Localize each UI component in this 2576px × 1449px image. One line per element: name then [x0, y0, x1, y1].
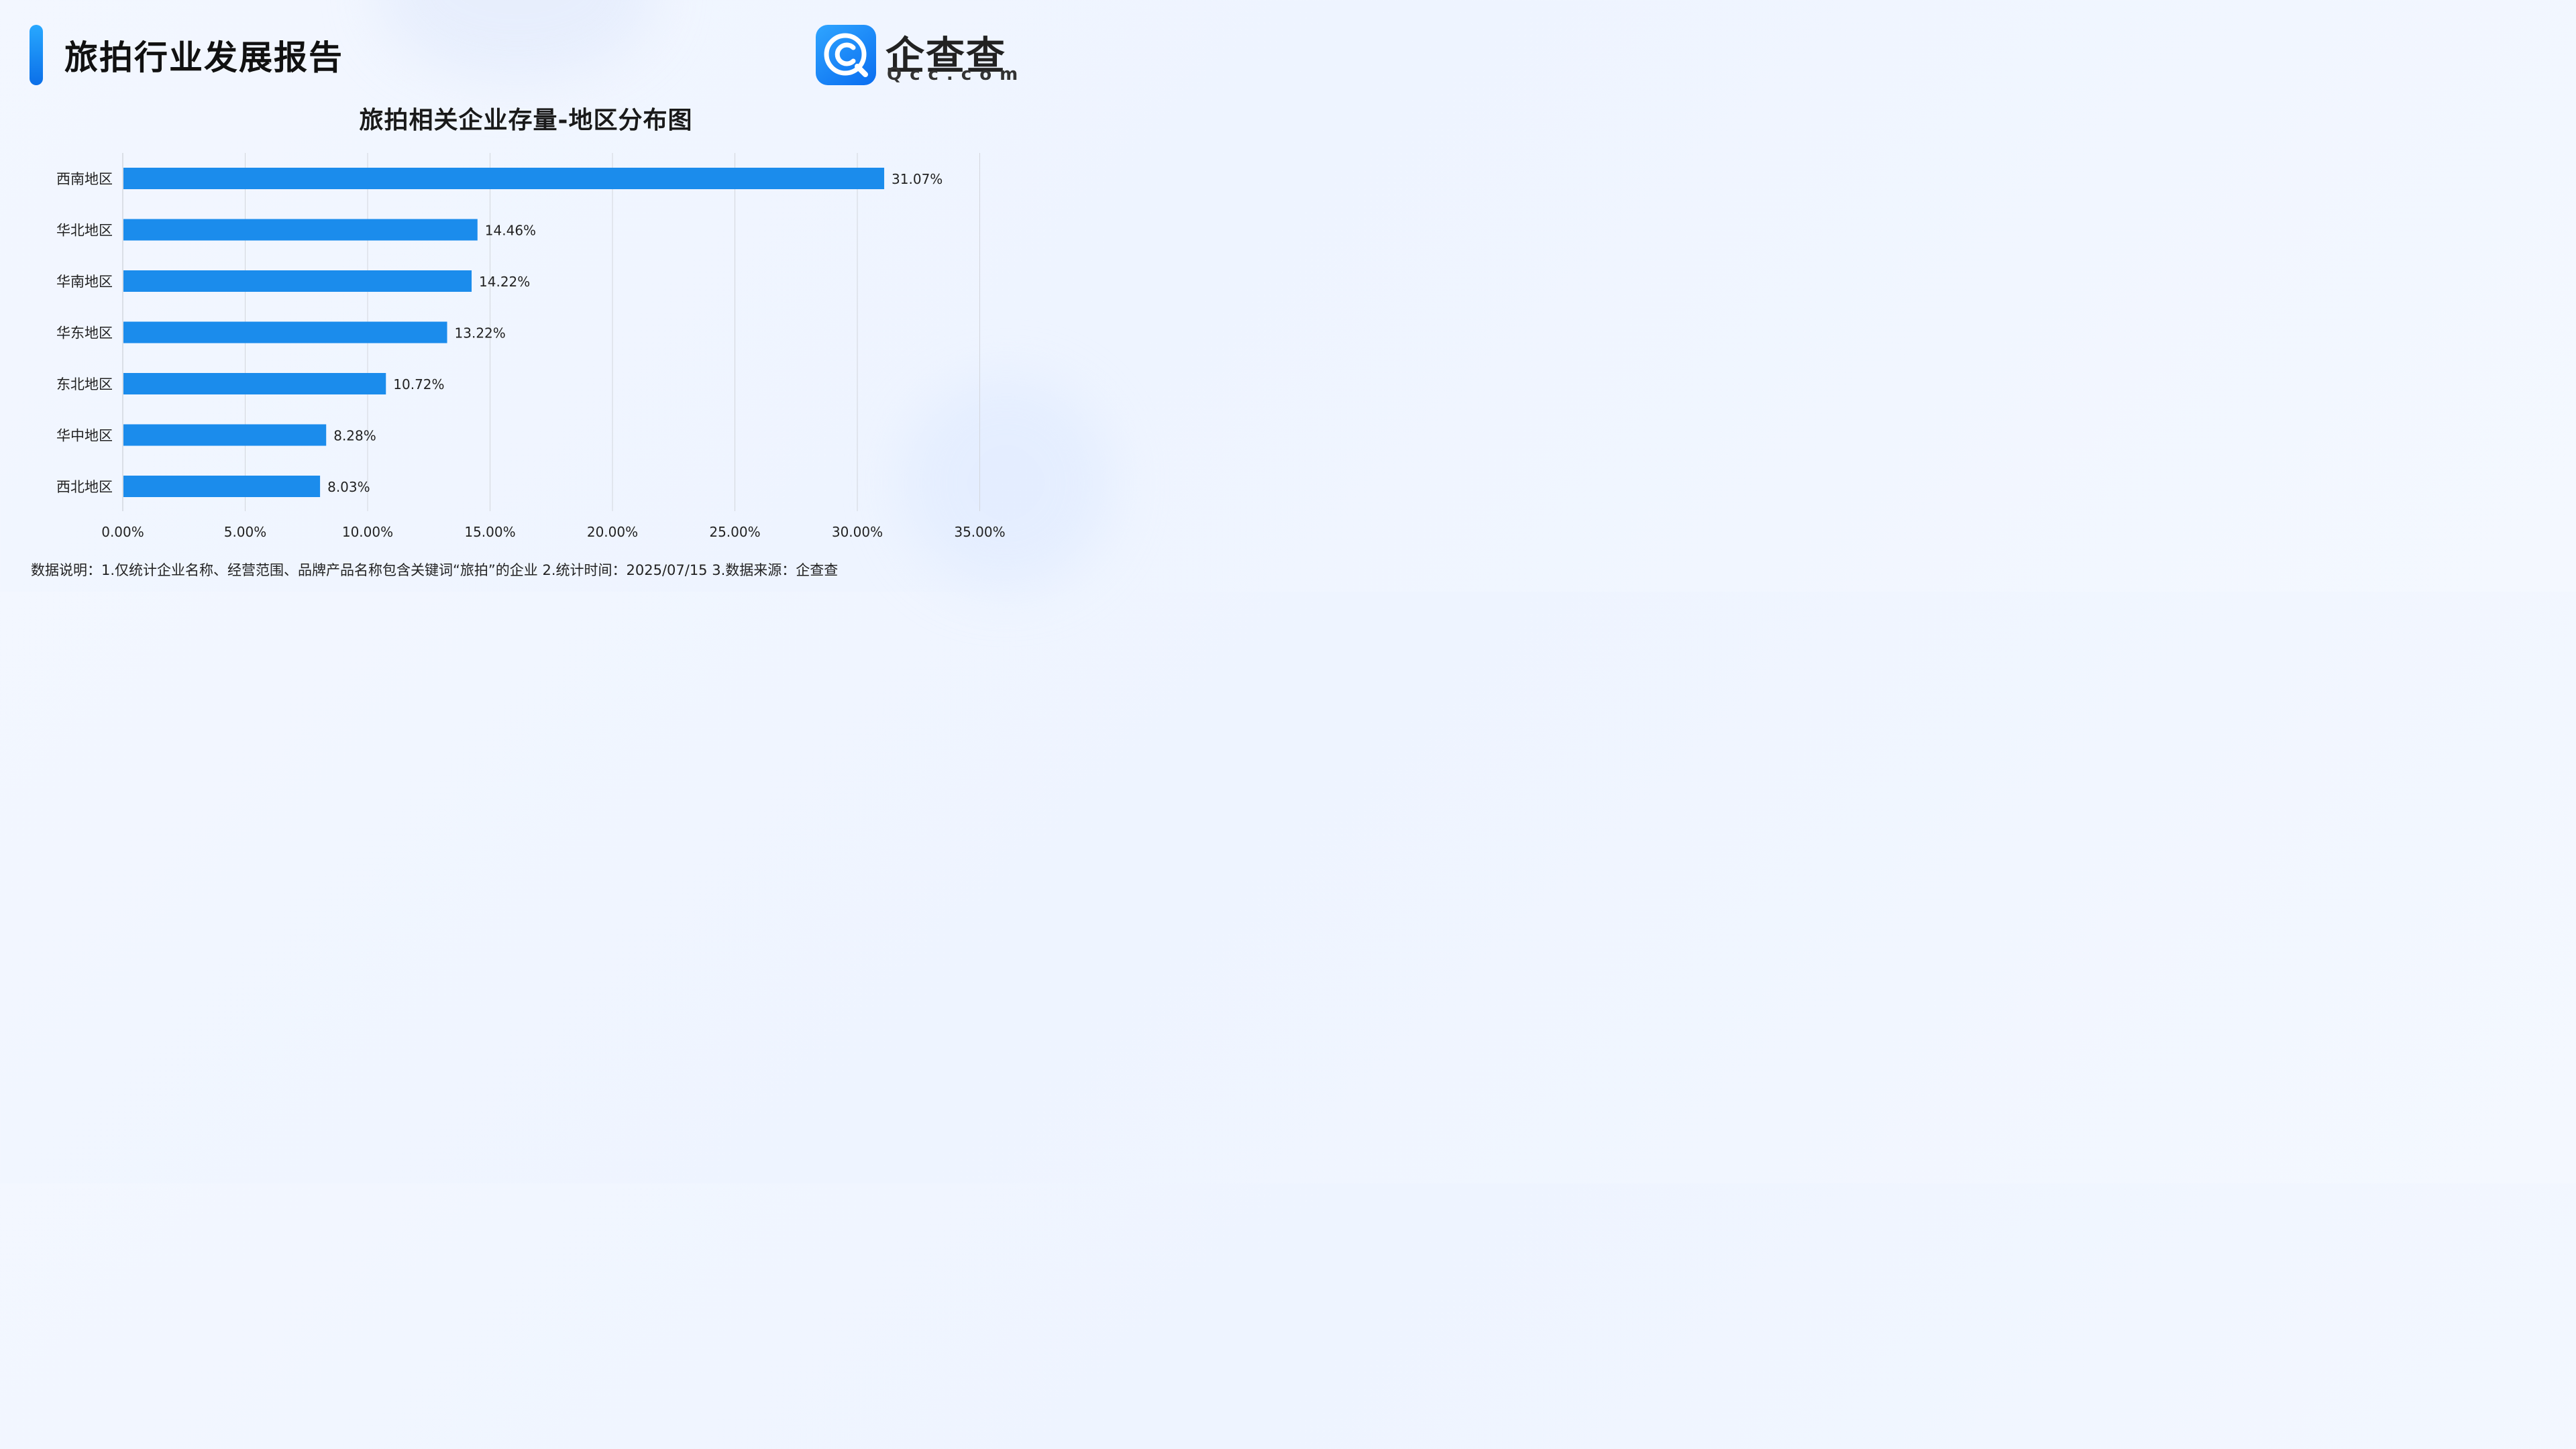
bar: [123, 168, 885, 189]
data-label: 8.28%: [333, 428, 376, 444]
x-tick-label: 10.00%: [342, 524, 393, 540]
bar: [123, 321, 447, 343]
chart-title: 旅拍相关企业存量-地区分布图: [359, 107, 693, 134]
x-tick-label: 30.00%: [832, 524, 883, 540]
report-title: 旅拍行业发展报告: [64, 38, 343, 77]
category-label: 西南地区: [56, 171, 113, 187]
category-label: 华北地区: [56, 223, 113, 239]
x-tick-label: 15.00%: [464, 524, 515, 540]
logo-wordmark: 企查查: [885, 33, 1007, 78]
data-footnote: 数据说明：1.仅统计企业名称、经营范围、品牌产品名称包含关键词“旅拍”的企业 2…: [31, 562, 839, 578]
x-tick-label: 25.00%: [709, 524, 760, 540]
bar: [123, 424, 327, 446]
title-accent-bar: [30, 25, 43, 85]
category-label: 华南地区: [56, 274, 113, 290]
data-label: 13.22%: [455, 325, 506, 341]
data-label: 8.03%: [327, 479, 370, 495]
category-label: 华中地区: [56, 428, 113, 444]
category-label: 华东地区: [56, 325, 113, 341]
data-label: 10.72%: [393, 376, 444, 392]
data-label: 31.07%: [892, 171, 943, 187]
data-label: 14.46%: [485, 223, 536, 239]
category-label: 西北地区: [56, 479, 113, 495]
bar: [123, 373, 386, 394]
logo-domain: Qcc.com: [887, 64, 1026, 85]
x-tick-label: 0.00%: [101, 524, 144, 540]
x-tick-label: 5.00%: [224, 524, 267, 540]
bar: [123, 270, 472, 292]
category-label: 东北地区: [56, 376, 113, 392]
qcc-logo-icon: [816, 25, 876, 85]
bar: [123, 476, 321, 497]
data-label: 14.22%: [479, 274, 530, 290]
x-tick-label: 35.00%: [954, 524, 1005, 540]
bar: [123, 219, 478, 241]
x-tick-label: 20.00%: [587, 524, 638, 540]
bar-chart: 0.00% 5.00% 10.00% 15.00% 20.00% 25.00% 30.00%…: [56, 153, 1006, 540]
